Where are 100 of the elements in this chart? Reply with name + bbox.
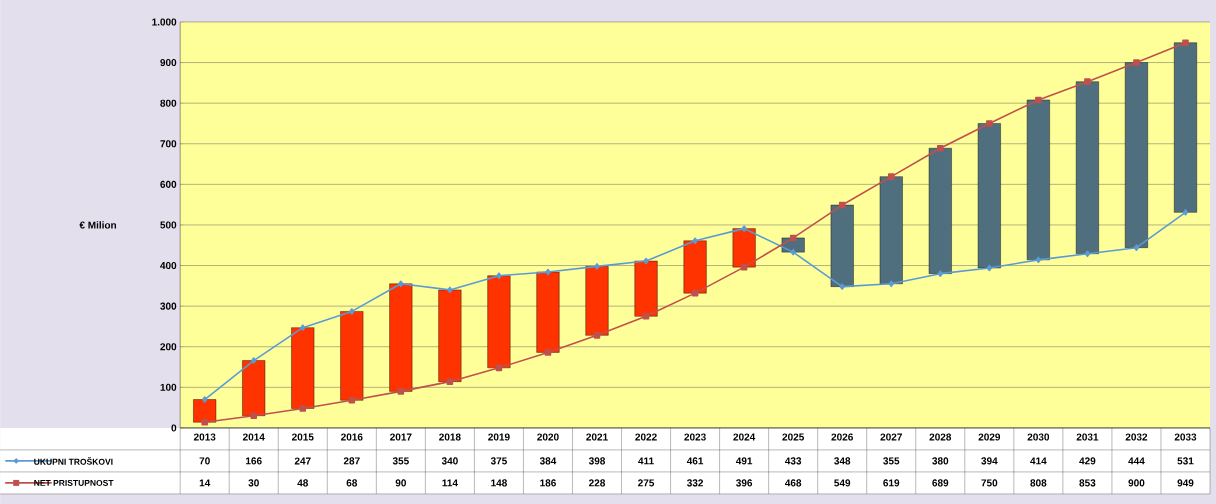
point [397,388,405,395]
y-tick-label: 0 [171,424,177,432]
data-label: 275 [638,479,655,487]
point [1084,78,1091,85]
point [887,173,895,180]
point [201,418,208,426]
x-tick-label: 2020 [537,433,559,441]
data-label: 949 [1177,479,1194,487]
point [446,378,454,385]
y-tick-label: 500 [160,221,177,229]
bar [193,399,217,423]
point [593,332,601,339]
x-tick-label: 2022 [635,433,657,441]
point [594,263,600,270]
point [1035,96,1042,104]
data-label: 114 [442,479,458,487]
y-tick-label: 400 [160,262,177,270]
x-tick-label: 2027 [880,433,902,441]
point [496,272,502,280]
point [398,280,404,288]
data-label: 444 [1128,457,1145,465]
x-tick-label: 2018 [439,433,461,441]
data-label: 380 [932,457,949,465]
y-tick-label: 900 [160,59,177,67]
x-tick-label: 2014 [242,433,265,441]
data-label: 433 [784,457,802,465]
data-label: 348 [834,457,851,465]
data-label: 70 [199,457,210,465]
point [642,313,650,320]
data-label: 461 [686,457,704,465]
x-tick-label: 2015 [292,433,314,441]
x-tick-label: 2024 [733,433,756,441]
x-tick-label: 2019 [488,433,510,441]
point [937,144,944,152]
point [545,268,551,276]
x-tick-label: 2030 [1027,433,1050,441]
bar [340,311,364,401]
point [937,270,943,277]
point [643,257,649,265]
x-tick-label: 2013 [193,433,216,441]
point [1084,250,1091,258]
data-label: 355 [392,457,409,465]
bar [291,327,315,409]
data-label: 750 [981,479,998,487]
data-label: 808 [1030,479,1047,487]
data-label: 689 [932,479,949,487]
bar [1075,81,1099,255]
point [251,357,257,364]
x-tick-label: 2025 [782,433,805,441]
bar [683,240,707,294]
bar [879,176,903,285]
point [1133,244,1140,252]
data-label: 166 [246,457,262,465]
point [790,248,796,256]
y-tick-label: 700 [160,140,177,148]
bar [732,228,756,268]
x-tick-label: 2031 [1076,433,1099,441]
bar [242,360,266,416]
data-label: 853 [1079,479,1096,487]
bar [389,283,413,392]
point [300,324,306,331]
bar [634,260,658,317]
data-label: 48 [297,479,309,487]
data-label: 355 [883,457,900,465]
point [1182,39,1189,47]
point [250,412,258,420]
bar [928,148,952,274]
data-label: 90 [395,479,407,487]
point [741,225,747,232]
y-tick-label: 600 [160,180,177,188]
bar [487,275,511,369]
x-tick-label: 2032 [1125,433,1148,441]
point [692,237,698,245]
data-label: 549 [834,479,851,487]
point [202,396,208,403]
x-tick-label: 2028 [929,433,952,441]
data-label: 468 [784,479,802,487]
data-label: 148 [491,479,507,487]
x-tick-label: 2016 [341,433,363,441]
data-label: 429 [1079,457,1096,465]
bar [1174,42,1197,213]
data-label: 375 [490,457,507,465]
data-label: 384 [539,457,557,465]
data-label: 394 [981,457,998,465]
y-tick-label: 200 [160,343,177,351]
data-label: 30 [248,479,259,487]
bar [830,204,854,287]
data-label: 398 [588,457,606,465]
data-label: 411 [638,457,654,465]
x-tick-label: 2029 [978,433,1001,441]
y-tick-label: 800 [160,99,177,107]
bar [438,289,462,382]
x-tick-label: 2033 [1174,433,1197,441]
y-tick-label: 300 [160,302,177,310]
data-label: 414 [1030,457,1047,465]
y-tick-label: 1.000 [152,18,177,26]
data-label: 287 [343,457,360,465]
data-label: 247 [294,457,311,465]
point [1133,59,1140,66]
data-label: 68 [346,479,358,487]
